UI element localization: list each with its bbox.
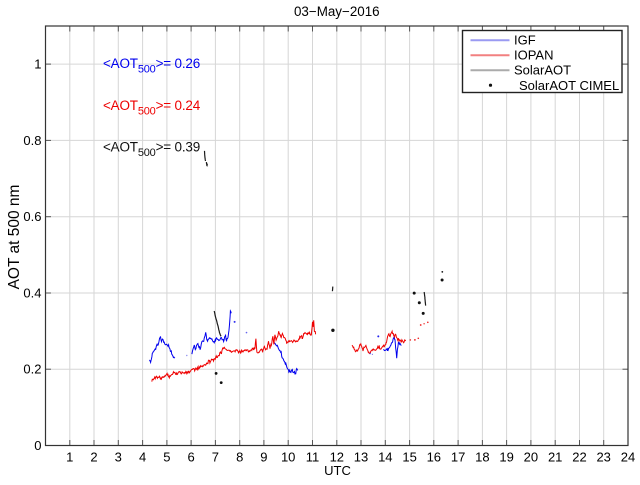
svg-text:<AOT500>= 0.24: <AOT500>= 0.24 <box>103 98 201 118</box>
svg-text:22: 22 <box>572 450 586 465</box>
svg-text:IGF: IGF <box>514 33 536 48</box>
svg-text:2: 2 <box>90 450 97 465</box>
svg-text:7: 7 <box>212 450 219 465</box>
svg-text:24: 24 <box>621 450 635 465</box>
svg-text:5: 5 <box>163 450 170 465</box>
svg-text:1: 1 <box>66 450 73 465</box>
svg-text:3: 3 <box>115 450 122 465</box>
svg-text:0.2: 0.2 <box>23 362 41 377</box>
svg-text:6: 6 <box>187 450 194 465</box>
svg-text:1: 1 <box>34 57 41 72</box>
svg-text:SolarAOT: SolarAOT <box>514 63 571 78</box>
svg-text:03−May−2016: 03−May−2016 <box>294 4 380 19</box>
svg-text:0.6: 0.6 <box>23 209 41 224</box>
svg-text:17: 17 <box>451 450 465 465</box>
svg-text:23: 23 <box>596 450 610 465</box>
svg-text:21: 21 <box>548 450 562 465</box>
svg-text:4: 4 <box>139 450 146 465</box>
svg-text:<AOT500>= 0.26: <AOT500>= 0.26 <box>103 56 200 76</box>
svg-text:19: 19 <box>499 450 513 465</box>
svg-text:13: 13 <box>354 450 368 465</box>
svg-text:12: 12 <box>330 450 344 465</box>
svg-text:10: 10 <box>281 450 295 465</box>
svg-text:AOT at 500 nm: AOT at 500 nm <box>6 185 23 290</box>
svg-text:18: 18 <box>475 450 489 465</box>
svg-text:8: 8 <box>236 450 243 465</box>
svg-text:0.8: 0.8 <box>23 133 41 148</box>
svg-text:0: 0 <box>34 438 41 453</box>
svg-text:14: 14 <box>378 450 392 465</box>
svg-text:16: 16 <box>427 450 441 465</box>
svg-text:9: 9 <box>260 450 267 465</box>
svg-text:15: 15 <box>402 450 416 465</box>
svg-text:20: 20 <box>524 450 538 465</box>
svg-text:IOPAN: IOPAN <box>514 48 554 63</box>
svg-text:0.4: 0.4 <box>23 286 41 301</box>
svg-text:11: 11 <box>306 450 320 465</box>
svg-text:<AOT500>= 0.39: <AOT500>= 0.39 <box>103 140 200 160</box>
svg-text:UTC: UTC <box>324 463 351 478</box>
svg-text:SolarAOT CIMEL: SolarAOT CIMEL <box>519 78 619 93</box>
